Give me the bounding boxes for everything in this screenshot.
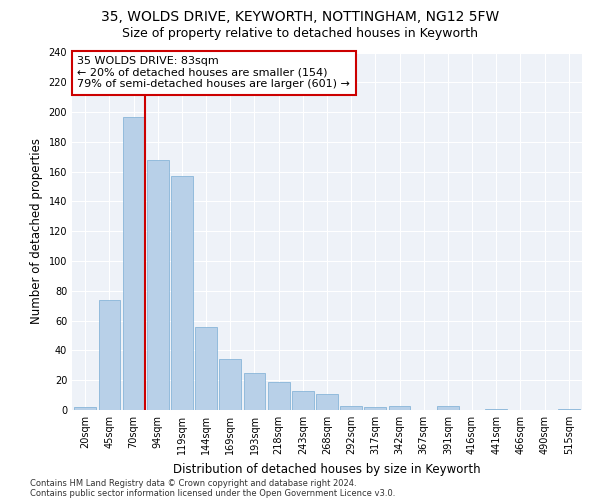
Bar	[364, 407, 386, 410]
Bar	[437, 406, 459, 410]
Bar	[268, 382, 290, 410]
Text: Contains HM Land Registry data © Crown copyright and database right 2024.: Contains HM Land Registry data © Crown c…	[30, 478, 356, 488]
Bar	[316, 394, 338, 410]
Text: 35, WOLDS DRIVE, KEYWORTH, NOTTINGHAM, NG12 5FW: 35, WOLDS DRIVE, KEYWORTH, NOTTINGHAM, N…	[101, 10, 499, 24]
Bar	[485, 408, 507, 410]
Text: Contains public sector information licensed under the Open Government Licence v3: Contains public sector information licen…	[30, 488, 395, 498]
Y-axis label: Number of detached properties: Number of detached properties	[30, 138, 43, 324]
Bar	[74, 407, 96, 410]
Bar	[98, 300, 121, 410]
Bar	[220, 360, 241, 410]
Bar	[340, 406, 362, 410]
X-axis label: Distribution of detached houses by size in Keyworth: Distribution of detached houses by size …	[173, 462, 481, 475]
Bar	[389, 406, 410, 410]
Bar	[558, 408, 580, 410]
Bar	[244, 373, 265, 410]
Text: 35 WOLDS DRIVE: 83sqm
← 20% of detached houses are smaller (154)
79% of semi-det: 35 WOLDS DRIVE: 83sqm ← 20% of detached …	[77, 56, 350, 90]
Bar	[171, 176, 193, 410]
Bar	[147, 160, 169, 410]
Text: Size of property relative to detached houses in Keyworth: Size of property relative to detached ho…	[122, 28, 478, 40]
Bar	[292, 390, 314, 410]
Bar	[195, 326, 217, 410]
Bar	[123, 116, 145, 410]
